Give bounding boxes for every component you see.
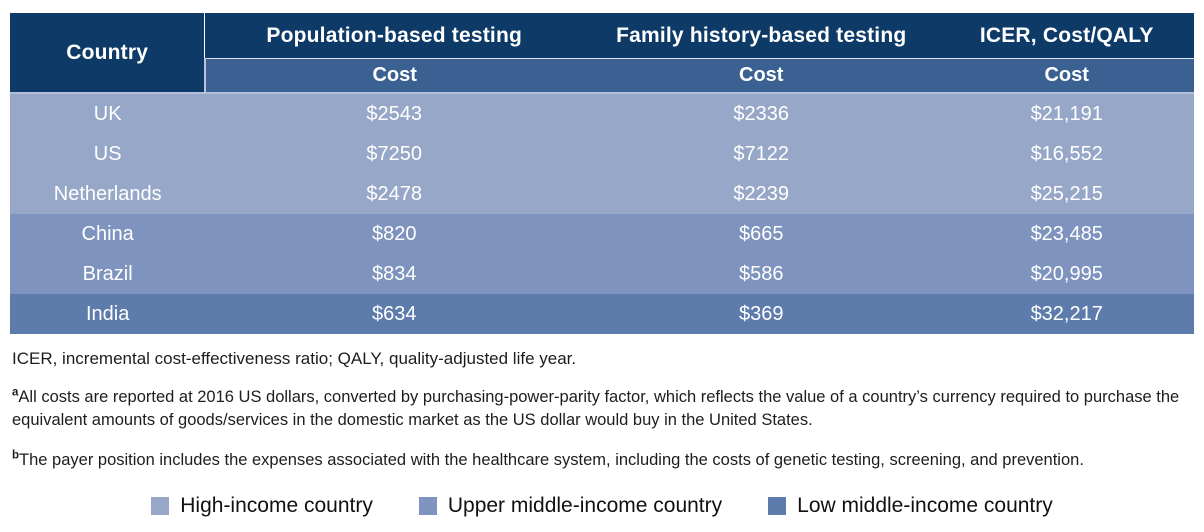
cell-icer: $20,995 bbox=[1030, 262, 1103, 285]
cell-icer: $16,552 bbox=[1030, 142, 1103, 165]
subheader-cost-family: Cost bbox=[583, 58, 940, 93]
legend-item-low-middle-income: Low middle-income country bbox=[768, 494, 1053, 518]
cell-country: US bbox=[93, 142, 122, 165]
table-row-china: China $820 $665 $23,485 bbox=[10, 214, 1194, 254]
cell-population-cost: $634 bbox=[371, 302, 417, 325]
cell-family-cost: $665 bbox=[738, 222, 784, 245]
footnote-a-text: All costs are reported at 2016 US dollar… bbox=[12, 388, 1180, 429]
legend-label: High-income country bbox=[180, 494, 373, 518]
legend-label: Upper middle-income country bbox=[447, 494, 723, 518]
column-header-icer: ICER, Cost/QALY bbox=[939, 13, 1194, 59]
footnote-b-text: The payer position includes the expenses… bbox=[19, 450, 1084, 469]
cell-country: UK bbox=[10, 92, 206, 134]
cell-family-cost: $2336 bbox=[583, 92, 940, 134]
cell-country: China bbox=[81, 222, 134, 245]
table-header-row: Country Population-based testing Family … bbox=[10, 13, 1194, 93]
abbreviations-note: ICER, incremental cost-effectiveness rat… bbox=[12, 349, 577, 368]
low-middle-income-swatch-icon bbox=[768, 497, 787, 516]
cell-family-cost: $586 bbox=[738, 262, 784, 285]
cell-population-cost: $2543 bbox=[205, 92, 584, 134]
high-income-swatch-icon bbox=[151, 497, 170, 516]
table-row-india: India $634 $369 $32,217 bbox=[10, 294, 1194, 334]
cell-icer: $25,215 bbox=[1030, 182, 1103, 205]
column-header-population-testing: Population-based testing bbox=[205, 13, 584, 59]
table-row-us: US $7250 $7122 $16,552 bbox=[10, 134, 1194, 174]
cell-icer: $23,485 bbox=[1030, 222, 1103, 245]
cell-country: Brazil bbox=[82, 262, 133, 285]
table-subheader-row: Cost Cost Cost bbox=[10, 58, 1194, 93]
table-row-uk: UK $2543 $2336 $21,191 bbox=[10, 92, 1194, 134]
cell-population-cost: $2478 bbox=[366, 182, 423, 205]
footnote-b-marker: b bbox=[12, 449, 20, 462]
table-row-netherlands: Netherlands $2478 $2239 $25,215 bbox=[10, 174, 1194, 214]
cell-family-cost: $2239 bbox=[733, 182, 790, 205]
cell-country: India bbox=[85, 302, 130, 325]
legend-item-high-income: High-income country bbox=[151, 494, 373, 518]
income-legend: High-income country Upper middle-income … bbox=[0, 494, 1204, 518]
footnote-a-marker: a bbox=[12, 386, 19, 399]
cell-population-cost: $834 bbox=[371, 262, 417, 285]
cell-icer: $32,217 bbox=[1030, 302, 1103, 325]
cell-family-cost: $7122 bbox=[733, 142, 790, 165]
cost-table: Country Population-based testing Family … bbox=[10, 13, 1194, 334]
cell-icer: $21,191 bbox=[939, 92, 1194, 134]
cell-family-cost: $369 bbox=[738, 302, 784, 325]
cell-population-cost: $820 bbox=[371, 222, 417, 245]
subheader-cost-icer: Cost bbox=[939, 58, 1194, 93]
legend-label: Low middle-income country bbox=[797, 494, 1053, 518]
footnote-a: aAll costs are reported at 2016 US dolla… bbox=[12, 386, 1192, 432]
legend-item-upper-middle-income: Upper middle-income country bbox=[418, 494, 723, 518]
subheader-cost-population: Cost bbox=[204, 58, 584, 93]
cell-country: Netherlands bbox=[53, 182, 162, 205]
column-header-country: Country bbox=[10, 13, 206, 93]
column-header-family-history-testing: Family history-based testing bbox=[583, 13, 940, 59]
footnote-b: bThe payer position includes the expense… bbox=[12, 449, 1192, 472]
notes-section: ICER, incremental cost-effectiveness rat… bbox=[12, 349, 1192, 471]
cell-population-cost: $7250 bbox=[366, 142, 423, 165]
table-row-brazil: Brazil $834 $586 $20,995 bbox=[10, 254, 1194, 294]
upper-middle-income-swatch-icon bbox=[418, 497, 437, 516]
